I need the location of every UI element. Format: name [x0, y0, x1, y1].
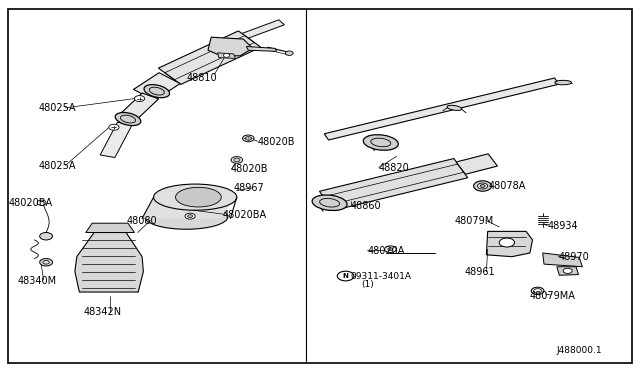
Polygon shape: [75, 232, 143, 292]
Circle shape: [243, 135, 254, 142]
Circle shape: [245, 137, 252, 140]
Circle shape: [499, 238, 515, 247]
Text: 48340M: 48340M: [18, 276, 57, 286]
Circle shape: [531, 287, 544, 295]
Ellipse shape: [145, 204, 228, 229]
Polygon shape: [86, 223, 134, 232]
Polygon shape: [134, 73, 180, 100]
Text: 48961: 48961: [465, 267, 495, 277]
Text: 48020BA: 48020BA: [223, 210, 267, 220]
Circle shape: [388, 248, 393, 251]
Circle shape: [563, 268, 572, 273]
Ellipse shape: [175, 187, 221, 207]
Text: 48020BA: 48020BA: [9, 198, 53, 208]
Ellipse shape: [144, 84, 170, 98]
Text: 48810: 48810: [187, 73, 218, 83]
Circle shape: [109, 124, 119, 130]
Text: 48080: 48080: [127, 217, 157, 226]
Text: 48934: 48934: [547, 221, 578, 231]
Text: 48025A: 48025A: [38, 103, 76, 113]
Circle shape: [474, 181, 492, 191]
Circle shape: [385, 246, 396, 253]
Text: 48078A: 48078A: [489, 181, 526, 191]
Text: 48020A: 48020A: [367, 246, 404, 256]
Circle shape: [134, 96, 145, 102]
Text: 48079MA: 48079MA: [530, 291, 576, 301]
Text: J488000.1: J488000.1: [557, 346, 602, 355]
Polygon shape: [209, 20, 284, 51]
Text: 48967: 48967: [234, 183, 264, 193]
Polygon shape: [456, 154, 497, 174]
Polygon shape: [142, 197, 237, 218]
Polygon shape: [557, 267, 579, 275]
Circle shape: [231, 157, 243, 163]
Polygon shape: [324, 78, 559, 140]
Text: 48025A: 48025A: [38, 161, 76, 170]
Circle shape: [223, 54, 230, 57]
Text: 48020B: 48020B: [230, 164, 268, 174]
Circle shape: [285, 51, 293, 55]
Text: 48860: 48860: [351, 202, 381, 211]
Text: 48079M: 48079M: [454, 217, 493, 226]
Ellipse shape: [555, 80, 572, 85]
Polygon shape: [319, 158, 468, 211]
Text: (1): (1): [361, 280, 374, 289]
Circle shape: [480, 185, 485, 187]
Circle shape: [188, 215, 193, 218]
Ellipse shape: [115, 112, 141, 126]
Circle shape: [40, 232, 52, 240]
Circle shape: [477, 183, 488, 189]
Text: 48020B: 48020B: [258, 137, 296, 147]
Circle shape: [40, 259, 52, 266]
Polygon shape: [100, 122, 132, 158]
Text: 48970: 48970: [558, 252, 589, 262]
Polygon shape: [208, 37, 253, 56]
Circle shape: [185, 213, 195, 219]
Circle shape: [234, 158, 240, 162]
Ellipse shape: [154, 184, 237, 210]
Circle shape: [337, 271, 354, 281]
Polygon shape: [543, 253, 582, 267]
Circle shape: [534, 289, 541, 293]
Ellipse shape: [312, 195, 347, 211]
Polygon shape: [218, 53, 236, 58]
Circle shape: [37, 200, 46, 205]
Polygon shape: [159, 31, 260, 84]
Text: 48342N: 48342N: [83, 308, 122, 317]
Text: 48820: 48820: [379, 163, 410, 173]
Text: 09311-3401A: 09311-3401A: [351, 272, 412, 280]
Text: N: N: [342, 273, 349, 279]
Polygon shape: [246, 46, 276, 51]
Ellipse shape: [364, 135, 398, 150]
Ellipse shape: [447, 105, 462, 110]
Polygon shape: [120, 93, 159, 120]
Polygon shape: [486, 231, 532, 257]
